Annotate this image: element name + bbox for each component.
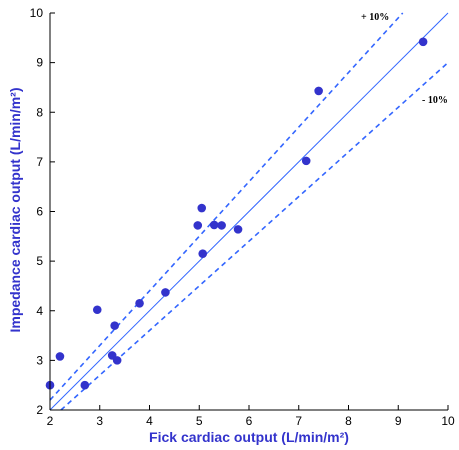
data-point [198, 249, 208, 258]
data-point [193, 221, 203, 230]
data-point [112, 356, 122, 365]
x-tick-label: 6 [246, 414, 253, 428]
minus-10-percent-line [60, 62, 449, 411]
y-tick-label: 5 [36, 254, 43, 268]
identity-line [49, 12, 449, 411]
y-tick-label: 7 [36, 155, 43, 169]
y-tick-label: 8 [36, 105, 43, 119]
x-tick-label: 5 [196, 414, 203, 428]
data-point [161, 288, 170, 297]
x-tick-label: 10 [441, 414, 455, 428]
y-tick-label: 3 [36, 353, 43, 367]
y-tick-label: 10 [30, 6, 44, 20]
x-tick-label: 7 [295, 414, 302, 428]
data-point [135, 299, 144, 308]
y-axis-ticks: 2 3 4 5 6 7 8 9 10 [30, 6, 55, 417]
y-tick-label: 6 [36, 205, 43, 219]
data-point [418, 37, 428, 47]
minus-10-percent-label: - 10% [422, 95, 448, 106]
y-axis-title: Impedance cardiac output (L/min/m²) [7, 87, 23, 332]
x-axis-title: Fick cardiac output (L/min/m²) [149, 429, 349, 445]
data-point [233, 225, 243, 234]
y-tick-label: 2 [36, 403, 43, 417]
data-point [92, 305, 102, 315]
plus-10-percent-label: + 10% [361, 12, 389, 23]
x-tick-label: 9 [395, 414, 402, 428]
data-point [55, 352, 65, 361]
data-point [209, 220, 219, 230]
x-axis-ticks: 2 3 4 5 6 7 8 9 10 [47, 405, 455, 428]
reference-lines [49, 12, 449, 411]
x-tick-label: 8 [345, 414, 352, 428]
y-tick-label: 9 [36, 56, 43, 70]
data-point [217, 221, 226, 230]
data-point [301, 156, 311, 166]
data-point [110, 321, 119, 330]
data-points [45, 37, 428, 390]
data-point [197, 203, 207, 213]
y-tick-label: 4 [36, 304, 43, 318]
plus-10-percent-line [49, 12, 404, 401]
x-tick-label: 4 [146, 414, 153, 428]
data-point [314, 86, 323, 96]
x-tick-label: 2 [47, 414, 54, 428]
data-point [80, 380, 90, 390]
x-tick-label: 3 [96, 414, 103, 428]
